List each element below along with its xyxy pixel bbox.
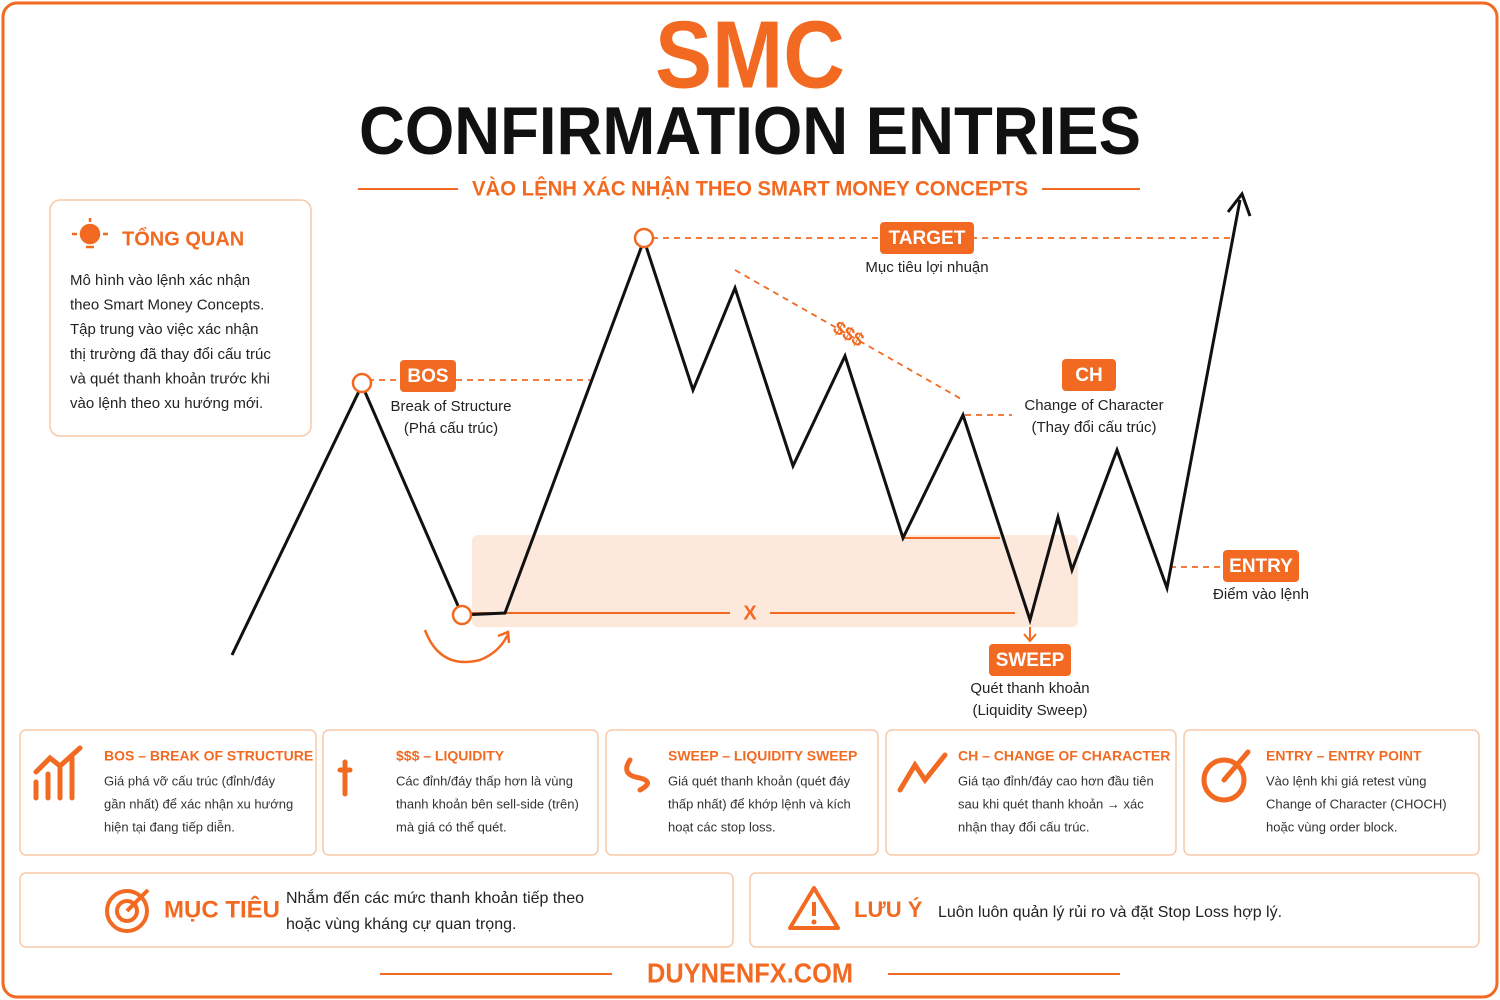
card <box>1183 729 1480 856</box>
warning-icon <box>788 886 840 930</box>
point <box>633 227 655 249</box>
goal-text: Nhắm đến các mức thanh khoản tiếp theo <box>286 888 584 907</box>
card-icon <box>624 757 650 793</box>
goal-box <box>19 872 734 948</box>
card-icon <box>897 752 948 793</box>
tag-box <box>989 644 1071 676</box>
tag-caption: Quét thanh khoản <box>970 680 1089 697</box>
tag-box <box>1062 359 1116 391</box>
range-zone <box>472 535 1078 627</box>
card <box>19 729 317 856</box>
card-line: Giá quét thanh khoản (quét đáy <box>668 773 851 788</box>
tag-caption: (Liquidity Sweep) <box>972 702 1087 719</box>
overview-box <box>49 199 312 437</box>
card-line: mà giá có thể quét. <box>396 819 507 834</box>
card-icon <box>337 759 353 797</box>
tag: TARGET <box>889 228 966 249</box>
card-title: ENTRY – ENTRY POINT <box>1266 748 1422 764</box>
card <box>605 729 879 856</box>
card <box>885 729 1177 856</box>
tag: BOS <box>407 366 448 387</box>
card-title: SWEEP – LIQUIDITY SWEEP <box>668 748 857 764</box>
overview-line: vào lệnh theo xu hướng mới. <box>70 395 263 412</box>
footer: DUYNENFX.COM <box>647 957 853 988</box>
overview-text: Mô hình vào lệnh xác nhận theo Smart Mone… <box>70 272 271 412</box>
tag: SWEEP <box>996 650 1065 671</box>
card-title: $$$ – LIQUIDITY <box>396 748 505 764</box>
card-line: Các đỉnh/đáy thấp hơn là vùng <box>396 773 573 788</box>
card <box>322 729 599 856</box>
point <box>351 372 373 394</box>
tag: CH <box>1075 365 1102 386</box>
overview-line: và quét thanh khoản trước khi <box>70 370 270 387</box>
card-title: CH – CHANGE OF CHARACTER <box>958 748 1170 764</box>
tag-box <box>1223 550 1299 582</box>
tag-box <box>880 222 974 254</box>
tag-caption: Change of Character <box>1024 397 1163 414</box>
title: SMC <box>655 1 845 108</box>
card-line: nhận thay đổi cấu trúc. <box>958 819 1090 834</box>
tag-caption: (Phá cấu trúc) <box>404 420 498 437</box>
overview-line: theo Smart Money Concepts. <box>70 297 264 314</box>
card-title: BOS – BREAK OF STRUCTURE <box>104 748 313 764</box>
card-line: hoạt các stop loss. <box>668 819 776 834</box>
card-line: Vào lệnh khi giá retest vùng <box>1266 773 1426 788</box>
point <box>451 604 473 626</box>
card-line: thanh khoản bên sell-side (trên) <box>396 796 579 811</box>
tag-caption: Điểm vào lệnh <box>1213 586 1309 603</box>
range-label: X <box>743 602 757 624</box>
card-line: hiện tại đang tiếp diễn. <box>104 819 235 834</box>
price-path <box>230 199 1242 656</box>
tagline: VÀO LỆNH XÁC NHẬN THEO SMART MONEY CONCE… <box>472 177 1028 201</box>
curve-arrow <box>423 629 510 664</box>
overview-line: Tập trung vào việc xác nhận <box>70 321 258 338</box>
note-text: Luôn luôn quản lý rủi ro và đặt Stop Los… <box>938 904 1282 921</box>
goal-icon <box>105 888 150 933</box>
tag-caption: (Thay đổi cấu trúc) <box>1031 419 1156 436</box>
sweep-arrow <box>1023 627 1037 643</box>
card-line: sau khi quét thanh khoản → xác <box>958 796 1144 811</box>
card-line: Giá phá vỡ cấu trúc (đỉnh/đáy <box>104 773 276 788</box>
curve-arrow <box>497 630 511 644</box>
card-line: gần nhất) để xác nhận xu hướng <box>104 796 293 811</box>
tag-box <box>400 360 456 392</box>
tag-caption: Mục tiêu lợi nhuận <box>865 259 988 276</box>
card-icon <box>1201 749 1251 803</box>
note-box <box>749 872 1480 948</box>
bulb-icon <box>72 218 108 249</box>
card-icon <box>33 745 83 801</box>
overview-line: Mô hình vào lệnh xác nhận <box>70 272 250 289</box>
card-line: thấp nhất) để khớp lệnh và kích <box>668 796 851 811</box>
card-line: Change of Character (CHOCH) <box>1266 796 1447 811</box>
subtitle: CONFIRMATION ENTRIES <box>359 93 1141 169</box>
note-title: LƯU Ý <box>854 897 923 922</box>
overview-line: thị trường đã thay đổi cấu trúc <box>70 346 271 363</box>
card-line: Giá tạo đỉnh/đáy cao hơn đầu tiên <box>958 773 1154 788</box>
goal-text: hoặc vùng kháng cự quan trọng. <box>286 916 516 933</box>
tag: ENTRY <box>1229 556 1293 577</box>
overview-title: TỔNG QUAN <box>122 226 244 250</box>
arrow-head <box>1226 190 1252 217</box>
tag-caption: Break of Structure <box>391 398 512 415</box>
goal-title: MỤC TIÊU <box>164 895 280 923</box>
card-line: hoặc vùng order block. <box>1266 819 1398 834</box>
